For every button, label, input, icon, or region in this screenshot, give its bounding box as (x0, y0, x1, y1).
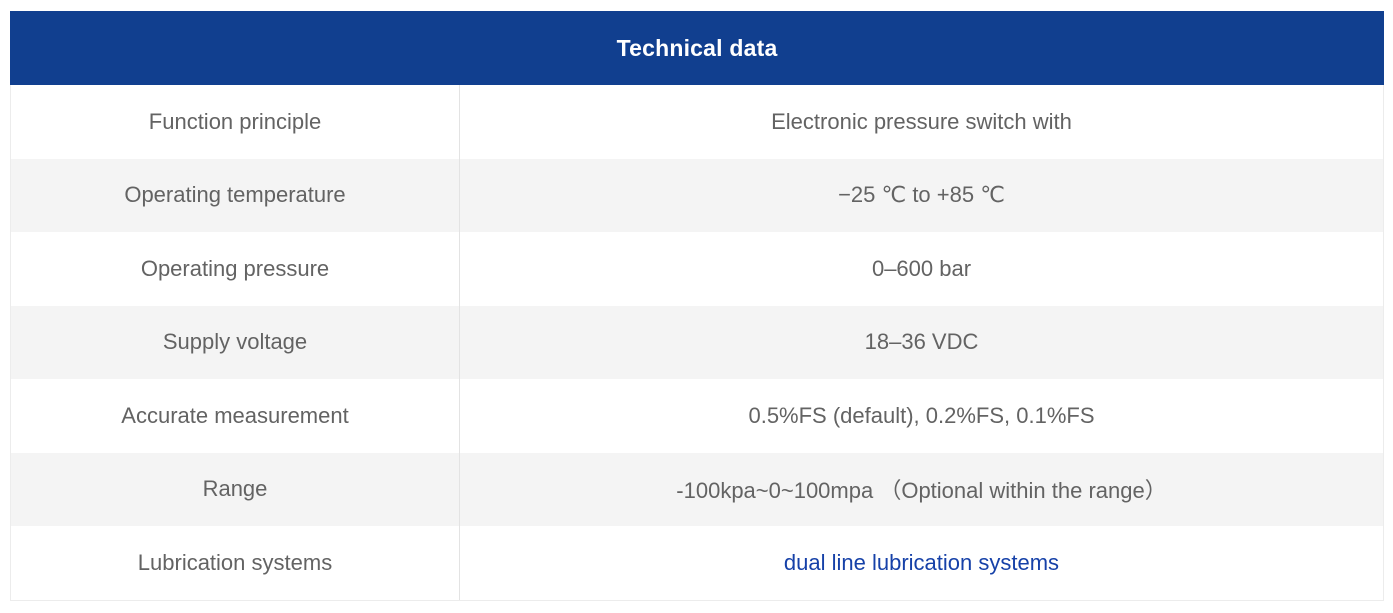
table-title: Technical data (616, 34, 778, 61)
row-value: 0.5%FS (default), 0.2%FS, 0.1%FS (748, 402, 1095, 428)
table-row-lubrication-systems: Lubrication systems dual line lubricatio… (11, 526, 1383, 600)
row-value: 0–600 bar (871, 255, 972, 281)
table-row-range: Range -100kpa~0~100mpa （Optional within … (11, 452, 1383, 526)
row-label: Operating temperature (11, 158, 460, 232)
table-header: Technical data (10, 11, 1384, 85)
table-row-accurate-measurement: Accurate measurement 0.5%FS (default), 0… (11, 379, 1383, 453)
table-row-function-principle: Function principle Electronic pressure s… (11, 85, 1383, 159)
row-value: -100kpa~0~100mpa （Optional within the ra… (676, 478, 1167, 504)
row-value: −25 ℃ to +85 ℃ (838, 182, 1005, 208)
row-label: Supply voltage (11, 305, 460, 379)
row-label: Function principle (11, 85, 460, 159)
row-label: Range (11, 452, 460, 526)
row-label: Lubrication systems (11, 526, 460, 600)
table-row-supply-voltage: Supply voltage 18–36 VDC (11, 305, 1383, 379)
row-label: Accurate measurement (11, 379, 460, 453)
table-body: Function principle Electronic pressure s… (10, 85, 1384, 601)
technical-data-table: Technical data Function principle Electr… (10, 11, 1384, 601)
table-row-operating-temperature: Operating temperature −25 ℃ to +85 ℃ (11, 158, 1383, 232)
table-row-operating-pressure: Operating pressure 0–600 bar (11, 232, 1383, 306)
row-label: Operating pressure (11, 232, 460, 306)
row-value: Electronic pressure switch with (771, 108, 1072, 134)
row-value: 18–36 VDC (864, 329, 979, 355)
dual-line-lubrication-link[interactable]: dual line lubrication systems (783, 549, 1060, 575)
row-value: dual line lubrication systems (460, 526, 1383, 600)
